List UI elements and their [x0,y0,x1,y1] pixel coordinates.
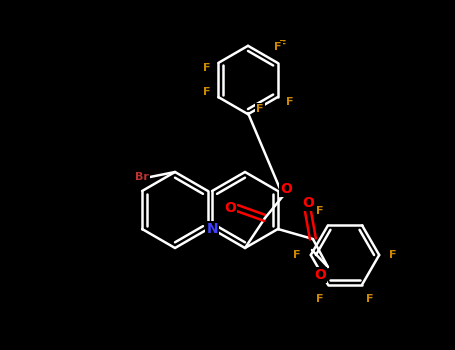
Text: F: F [316,206,324,216]
Text: F: F [279,40,286,50]
Text: N: N [206,222,218,236]
Text: F: F [202,87,210,97]
Text: F: F [274,42,281,52]
Text: F: F [256,104,264,114]
Text: F: F [366,294,374,303]
Text: O: O [314,268,326,282]
Text: F: F [286,97,293,107]
Text: F: F [389,250,397,260]
Text: F: F [202,63,210,73]
Text: Br: Br [135,172,149,182]
Text: F: F [316,294,324,303]
Text: F: F [293,250,301,260]
Text: O: O [224,201,236,215]
Text: O: O [280,182,292,196]
Text: O: O [302,196,314,210]
